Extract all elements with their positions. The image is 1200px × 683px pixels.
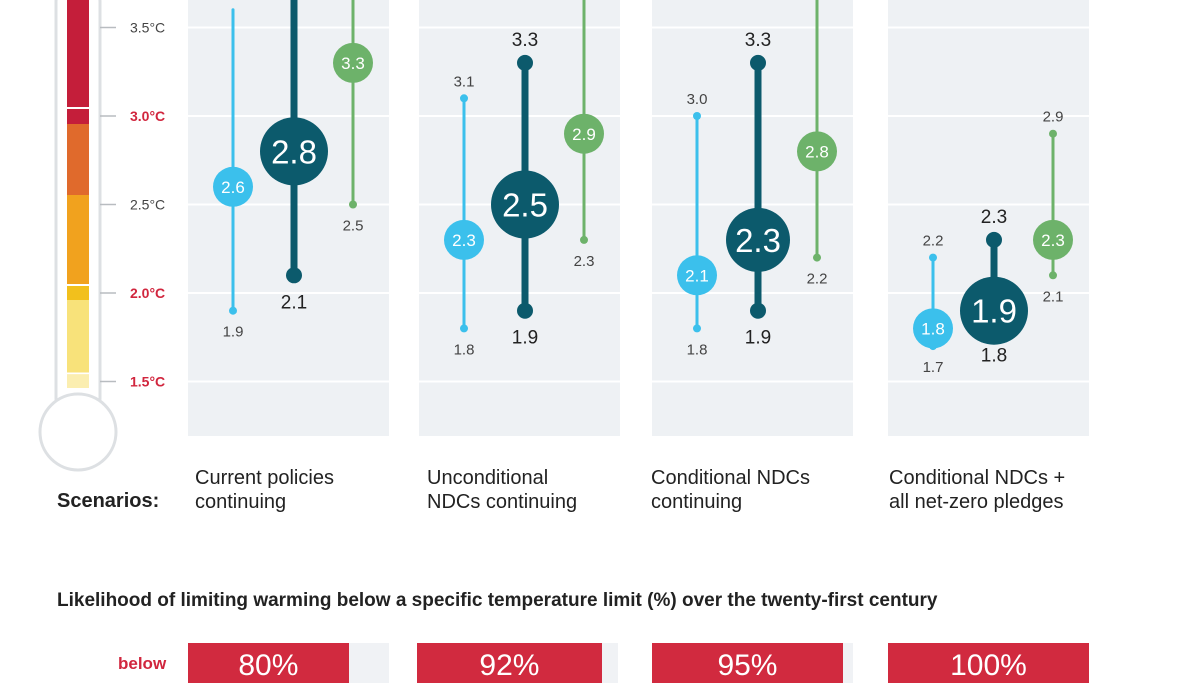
range-high-label: 3.3 (512, 30, 538, 51)
thermometer-band (67, 375, 89, 388)
range-low-label: 1.8 (981, 345, 1007, 366)
thermometer-band (67, 285, 89, 300)
range-low-label: 1.8 (454, 341, 475, 358)
range-high-dot (986, 231, 1002, 248)
temperature-axis: 3.5°C 3.0°C 2.5°C 2.0°C 1.5°C (100, 20, 165, 390)
range-high-dot (1049, 129, 1057, 138)
median-dot (333, 42, 373, 83)
range-low-dot (286, 267, 302, 284)
range-low-label: 1.9 (745, 328, 771, 349)
likelihood-column: 100% (888, 643, 1089, 683)
likelihood-title: Likelihood of limiting warming below a s… (57, 590, 938, 611)
thermometer-band (67, 108, 89, 124)
likelihood-row-label: below (118, 654, 167, 673)
likelihood-column: 80% (188, 643, 389, 683)
range-low-dot (750, 302, 766, 319)
scenario-panel (888, 0, 1089, 436)
range-high-dot (517, 54, 533, 71)
axis-tick-label: 1.5°C (130, 374, 165, 390)
range-low-dot (580, 235, 588, 244)
thermometer-band (67, 300, 89, 375)
axis-tick-label: 3.0°C (130, 108, 165, 124)
median-dot (960, 276, 1028, 345)
thermometer-band (67, 195, 89, 285)
median-dot (797, 131, 837, 172)
chart-marks: 1.9 2.6 2.1 2.8 2.5 3.3 3.1 1.8 2.3 3.3 1.9 2.5 2.3 2… (213, 0, 1073, 376)
range-high-label: 2.2 (923, 233, 944, 250)
range-low-label: 2.1 (281, 292, 307, 313)
range-low-label: 2.5 (343, 218, 364, 235)
range-low-label: 1.7 (923, 359, 944, 376)
median-dot (726, 207, 790, 272)
range-low-label: 2.3 (574, 253, 595, 270)
likelihood-column: 95% (652, 643, 853, 683)
range-high-dot (750, 54, 766, 71)
range-low-label: 2.2 (807, 271, 828, 288)
median-dot (1033, 219, 1073, 260)
median-dot (564, 113, 604, 154)
range-low-label: 1.9 (512, 328, 538, 349)
likelihood-bar: 92% (417, 643, 602, 683)
range-low-label: 2.1 (1043, 288, 1064, 305)
median-label: 2.8 (805, 143, 829, 162)
likelihood-column: 92% (417, 643, 618, 683)
range-low-dot (813, 253, 821, 262)
likelihood-bar: 80% (188, 643, 349, 683)
median-label: 2.6 (221, 178, 245, 197)
range-high-label: 3.0 (687, 91, 708, 108)
scenario-label-conditional-ndcs: Conditional NDCs continuing (651, 467, 810, 513)
median-label: 2.3 (735, 222, 781, 259)
range-low-dot (229, 306, 237, 315)
range-high-label: 2.3 (981, 207, 1007, 228)
likelihood-bar: 95% (652, 643, 843, 683)
thermometer-band (67, 0, 89, 108)
median-dot (213, 166, 253, 207)
median-label: 2.5 (502, 186, 548, 223)
range-low-dot (460, 324, 468, 333)
range-low-dot (1049, 271, 1057, 280)
axis-tick-label: 2.5°C (130, 197, 165, 213)
range-high-label: 2.9 (1043, 109, 1064, 126)
median-label: 2.1 (685, 266, 709, 285)
median-label: 2.9 (572, 125, 596, 144)
median-label: 2.3 (1041, 231, 1065, 250)
thermometer-bulb (38, 392, 118, 472)
thermometer (38, 0, 118, 472)
axis-tick-label: 2.0°C (130, 285, 165, 301)
scenario-label-net-zero: Conditional NDCs + all net-zero pledges (889, 467, 1066, 513)
range-high-label: 3.1 (454, 73, 475, 90)
range-low-label: 1.8 (687, 341, 708, 358)
median-dot (491, 170, 559, 239)
scenario-panels (188, 0, 1089, 436)
range-high-dot (460, 94, 468, 103)
range-low-dot (693, 324, 701, 333)
median-label: 3.3 (341, 54, 365, 73)
axis-tick-label: 3.5°C (130, 20, 165, 36)
median-label: 2.3 (452, 231, 476, 250)
scenario-label-unconditional-ndcs: Unconditional NDCs continuing (427, 467, 578, 513)
scenarios-heading: Scenarios: (57, 490, 160, 512)
median-dot (677, 255, 717, 296)
range-high-dot (929, 253, 937, 262)
thermometer-band (67, 124, 89, 195)
median-label: 1.9 (971, 293, 1017, 330)
range-low-dot (517, 302, 533, 319)
range-low-dot (349, 200, 357, 209)
median-label: 1.8 (921, 320, 945, 339)
median-dot (444, 219, 484, 260)
median-dot (260, 117, 328, 186)
median-dot (913, 308, 953, 349)
median-label: 2.8 (271, 133, 317, 170)
range-high-dot (693, 112, 701, 120)
range-low-label: 1.9 (223, 324, 244, 341)
likelihood-bar: 100% (888, 643, 1089, 683)
range-high-label: 3.3 (745, 30, 771, 51)
scenario-label-current-policies: Current policies continuing (195, 467, 334, 513)
